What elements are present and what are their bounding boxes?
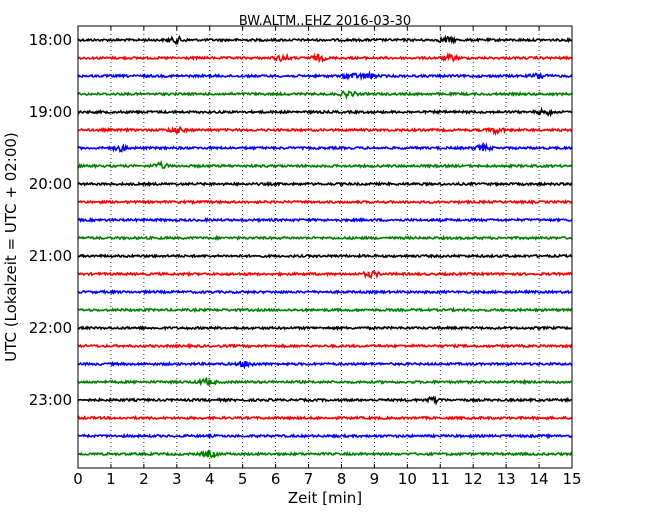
trace-2245 (77, 376, 573, 387)
trace-2015 (77, 198, 573, 206)
y-tick-label: 22:00 (29, 319, 72, 337)
trace-2230 (77, 360, 573, 370)
trace-2200 (77, 325, 573, 332)
x-tick-label: 3 (172, 470, 182, 488)
trace-2030 (77, 216, 573, 224)
x-tick-label: 7 (304, 470, 314, 488)
x-tick-label: 10 (398, 470, 417, 488)
traces (77, 34, 573, 459)
x-tick-label: 4 (205, 470, 215, 488)
trace-2330 (77, 432, 573, 440)
x-tick-label: 2 (139, 470, 149, 488)
trace-1945 (77, 159, 573, 170)
trace-1915 (77, 125, 573, 136)
trace-1845 (77, 90, 573, 100)
trace-2115 (77, 270, 573, 280)
plot-frame (77, 25, 573, 469)
trace-1930 (77, 141, 573, 153)
x-tick-label: 0 (73, 470, 83, 488)
grid (110, 26, 540, 468)
x-tick-label: 15 (562, 470, 581, 488)
x-tick-label: 13 (497, 470, 516, 488)
trace-2215 (77, 342, 573, 350)
x-axis-label: Zeit [min] (288, 489, 362, 507)
x-tick-label: 14 (530, 470, 549, 488)
x-tick-label: 6 (271, 470, 281, 488)
ticks (77, 26, 573, 468)
trace-1815 (77, 52, 573, 64)
trace-1830 (77, 70, 573, 82)
y-tick-label: 23:00 (29, 391, 72, 409)
y-tick-label: 19:00 (29, 103, 72, 121)
x-tick-label: 11 (431, 470, 450, 488)
y-tick-label: 20:00 (29, 175, 72, 193)
x-tick-label: 5 (238, 470, 248, 488)
x-tick-label: 9 (370, 470, 380, 488)
trace-2045 (77, 234, 573, 242)
trace-2100 (77, 252, 573, 259)
y-tick-label: 18:00 (29, 31, 72, 49)
y-tick-labels: 18:00 19:00 20:00 21:00 22:00 23:00 (29, 31, 72, 409)
trace-2345 (77, 449, 573, 459)
y-tick-label: 21:00 (29, 247, 72, 265)
x-tick-label: 12 (464, 470, 483, 488)
trace-1800 (77, 34, 573, 46)
y-axis-label: UTC (Lokalzeit = UTC + 02:00) (2, 132, 20, 362)
trace-2300 (77, 395, 573, 406)
trace-2315 (77, 415, 573, 422)
x-tick-label: 1 (106, 470, 116, 488)
trace-2000 (77, 180, 573, 188)
chart-title: BW.ALTM..EHZ 2016-03-30 (239, 14, 411, 29)
x-tick-labels: 0 1 2 3 4 5 6 7 8 9 10 11 12 13 14 15 (73, 470, 581, 488)
trace-2130 (77, 289, 573, 296)
x-tick-label: 8 (337, 470, 347, 488)
trace-1900 (77, 106, 573, 118)
trace-2145 (77, 306, 573, 313)
